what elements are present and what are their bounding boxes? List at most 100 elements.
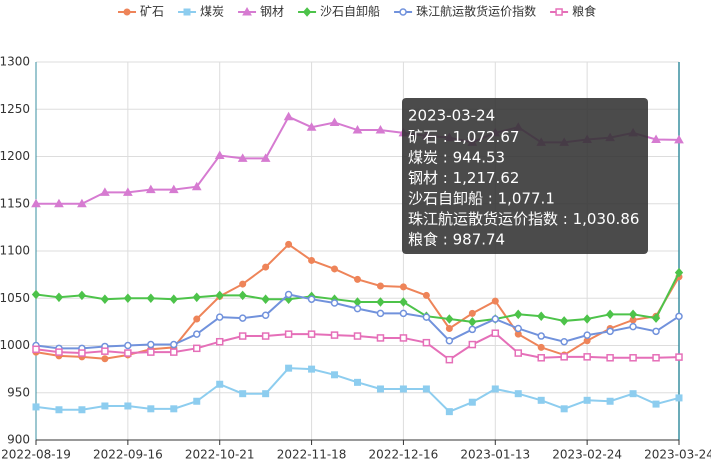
legend-item: 粮食: [550, 4, 596, 19]
point: [399, 309, 408, 318]
tooltip-name: 粮食: [408, 230, 438, 248]
point: [283, 111, 294, 121]
series: [32, 240, 683, 363]
point: [399, 283, 407, 291]
point: [629, 322, 637, 331]
point: [147, 348, 155, 356]
point: [193, 315, 201, 323]
point: [445, 314, 454, 324]
point: [284, 290, 293, 299]
point: [145, 184, 156, 194]
point: [77, 198, 87, 208]
tooltip-title: 2023-03-24: [408, 107, 495, 125]
series: [32, 290, 683, 353]
point: [260, 153, 271, 162]
tooltip-box: [402, 98, 648, 254]
legend-item: 煤炭: [178, 5, 224, 19]
point: [31, 289, 41, 300]
point: [582, 314, 592, 324]
point: [537, 354, 545, 362]
point: [101, 402, 109, 410]
x-tick-label: 2022-10-21: [185, 448, 255, 462]
point: [146, 293, 155, 304]
point: [606, 397, 614, 405]
point: [537, 396, 545, 404]
point: [376, 385, 384, 393]
point: [261, 311, 270, 320]
y-tick-label: 1050: [0, 291, 30, 305]
point: [399, 334, 408, 342]
point: [491, 315, 500, 323]
point: [468, 309, 476, 317]
point: [352, 125, 363, 134]
point: [674, 134, 684, 144]
point: [147, 340, 155, 349]
point: [560, 337, 568, 346]
series: [32, 329, 683, 364]
point: [215, 337, 224, 346]
point: [583, 396, 591, 404]
point: [651, 313, 661, 323]
point: [238, 290, 247, 301]
point: [560, 353, 568, 361]
point: [242, 6, 252, 16]
point: [376, 297, 385, 307]
point: [628, 309, 638, 320]
point: [555, 8, 563, 16]
point: [32, 403, 40, 411]
tooltip-row: 煤炭 : 944.53: [408, 148, 505, 166]
point: [123, 293, 133, 304]
y-tick-label: 950: [7, 385, 30, 399]
series-line: [35, 367, 680, 413]
point: [239, 390, 247, 398]
legend-label: 煤炭: [200, 5, 224, 19]
x-tick-label: 2022-09-16: [93, 448, 163, 462]
tooltip-name: 珠江航运散货运价指数: [408, 210, 558, 228]
x-tick-label: 2023-02-24: [552, 448, 622, 462]
point: [652, 327, 660, 336]
point: [237, 153, 248, 162]
point: [537, 332, 545, 340]
point: [192, 292, 201, 303]
point: [238, 332, 247, 340]
point: [422, 313, 431, 321]
point: [168, 184, 179, 194]
tooltip-name: 矿石: [408, 128, 438, 146]
point: [169, 294, 178, 304]
point: [491, 297, 499, 305]
legend-item: 矿石: [118, 5, 164, 19]
point: [55, 348, 63, 356]
point: [422, 385, 430, 393]
tooltip-row: 珠江航运散货运价指数 : 1,030.86: [408, 210, 639, 228]
point: [329, 117, 340, 126]
series: [32, 364, 683, 416]
y-tick-label: 1200: [0, 149, 30, 163]
point: [491, 385, 499, 393]
point: [560, 316, 569, 326]
tooltip-value: 987.74: [453, 230, 506, 248]
point: [375, 125, 386, 134]
point: [652, 354, 660, 362]
point: [629, 390, 637, 398]
point: [422, 291, 430, 299]
point: [54, 292, 64, 303]
point: [353, 304, 362, 313]
x-tick-label: 2022-11-18: [277, 448, 347, 462]
point: [491, 329, 500, 337]
y-tick-label: 1100: [0, 244, 30, 258]
legend-label: 沙石自卸船: [320, 4, 380, 19]
point: [606, 354, 614, 362]
point: [191, 181, 202, 191]
point: [307, 295, 316, 303]
point: [239, 280, 247, 288]
point: [78, 406, 86, 414]
tooltip-row: 矿石 : 1,072.67: [408, 128, 519, 146]
tooltip-value: 1,030.86: [573, 210, 640, 228]
point: [100, 187, 110, 196]
point: [262, 390, 270, 398]
point: [330, 331, 339, 339]
point: [422, 338, 431, 347]
point: [583, 331, 591, 339]
legend-item: 珠江航运散货运价指数: [394, 4, 536, 19]
point: [445, 337, 454, 345]
